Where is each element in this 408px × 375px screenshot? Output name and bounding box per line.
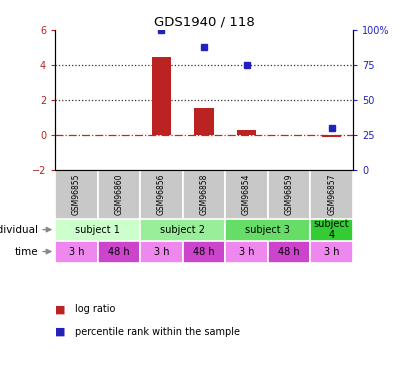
Text: subject
4: subject 4 [314, 219, 350, 240]
Bar [225, 170, 268, 219]
Bar [183, 241, 225, 262]
Text: subject 3: subject 3 [245, 225, 290, 235]
Text: percentile rank within the sample: percentile rank within the sample [75, 327, 240, 337]
Text: GSM96854: GSM96854 [242, 174, 251, 215]
Text: GSM96857: GSM96857 [327, 174, 336, 215]
Bar [98, 241, 140, 262]
Bar [55, 241, 98, 262]
Text: GSM96855: GSM96855 [72, 174, 81, 215]
Text: 48 h: 48 h [193, 246, 215, 256]
Title: GDS1940 / 118: GDS1940 / 118 [154, 16, 254, 29]
Bar [310, 241, 353, 262]
Bar [55, 170, 98, 219]
Bar [152, 57, 171, 135]
Bar [310, 170, 353, 219]
Text: log ratio: log ratio [75, 304, 116, 314]
Text: GSM96858: GSM96858 [200, 174, 208, 215]
Text: ■: ■ [55, 304, 66, 314]
Bar [268, 170, 310, 219]
Text: 3 h: 3 h [324, 246, 339, 256]
Bar [183, 170, 225, 219]
Bar [98, 170, 140, 219]
Bar [140, 241, 183, 262]
Text: ■: ■ [55, 327, 66, 337]
Bar [55, 219, 140, 241]
Text: 3 h: 3 h [154, 246, 169, 256]
Text: GSM96860: GSM96860 [114, 174, 123, 215]
Text: subject 2: subject 2 [160, 225, 205, 235]
Bar [322, 135, 341, 136]
Bar [140, 219, 225, 241]
Bar [225, 241, 268, 262]
Text: 3 h: 3 h [69, 246, 84, 256]
Text: GSM96859: GSM96859 [285, 174, 294, 215]
Text: time: time [14, 246, 38, 256]
Text: 48 h: 48 h [108, 246, 130, 256]
Bar [237, 130, 256, 135]
Bar [195, 108, 213, 135]
Bar [268, 241, 310, 262]
Text: 48 h: 48 h [278, 246, 300, 256]
Text: individual: individual [0, 225, 38, 235]
Text: 3 h: 3 h [239, 246, 254, 256]
Text: subject 1: subject 1 [75, 225, 120, 235]
Bar [310, 219, 353, 241]
Bar [225, 219, 310, 241]
Bar [140, 170, 183, 219]
Text: GSM96856: GSM96856 [157, 174, 166, 215]
